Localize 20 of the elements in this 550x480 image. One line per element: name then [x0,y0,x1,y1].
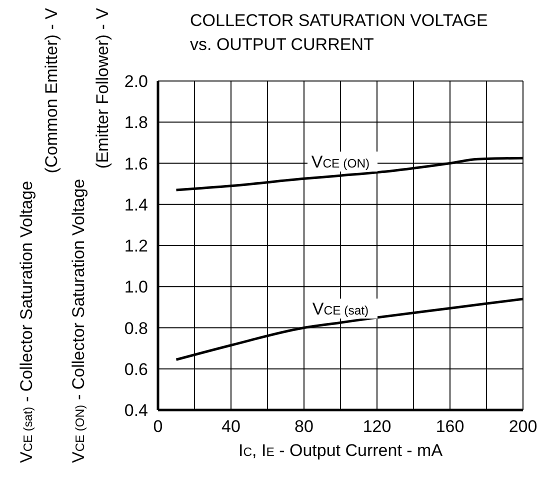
y-tick-label: 1.4 [124,195,148,214]
x-tick-label: 0 [153,417,163,436]
y-tick-label: 0.4 [124,401,148,420]
x-tick-label: 40 [222,417,240,436]
text: VCE (sat) - Collector Saturation Voltage (Common Emitter) - V VCE (ON) - Collector Saturation Voltage (Emitter Follower) - V [17,8,112,463]
y-tick-label: 1.8 [124,113,148,132]
series-label: VCE (ON) [311,152,370,172]
x-tick-label: 160 [436,417,464,436]
y-tick-label: 1.0 [124,278,148,297]
y-tick-label: 0.8 [124,318,148,338]
y-tick-label: 0.6 [124,360,148,379]
chart-title: COLLECTOR SATURATION VOLTAGE vs. OUTPUT CURRENT [190,11,488,54]
x-tick-label: 120 [362,417,392,436]
x-axis-title: IC, IE - Output Current - mA [238,441,444,460]
y-tick-label: 1.6 [124,154,148,174]
x-tick-label: 80 [294,417,314,436]
y-tick-label: 2.0 [124,72,148,91]
x-tick-label: 200 [508,417,538,436]
series-label: VCE (sat) [312,300,369,319]
y-tick-label: 1.2 [124,236,148,256]
